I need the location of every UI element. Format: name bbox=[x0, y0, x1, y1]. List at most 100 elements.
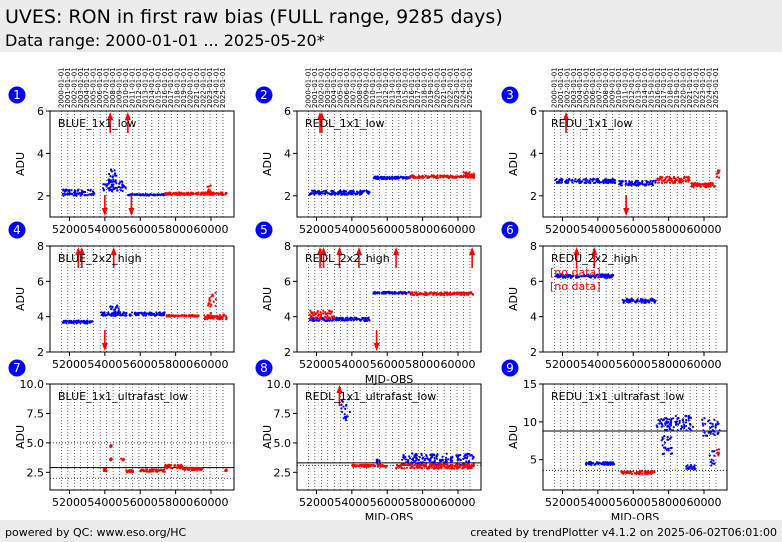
red-data-point bbox=[189, 315, 192, 318]
red-data-point bbox=[635, 471, 639, 474]
red-data-point bbox=[668, 177, 671, 180]
blue-data-point bbox=[598, 181, 601, 184]
x-tick-label: 58000 bbox=[405, 496, 440, 509]
blue-data-point bbox=[118, 182, 121, 185]
blue-data-point bbox=[334, 319, 337, 322]
blue-data-point bbox=[709, 422, 712, 425]
blue-data-point bbox=[365, 319, 369, 322]
y-tick-label: 4 bbox=[284, 147, 291, 160]
red-data-point bbox=[448, 292, 451, 295]
red-data-point bbox=[449, 464, 452, 467]
red-data-point bbox=[453, 465, 456, 468]
red-data-point bbox=[206, 314, 210, 317]
red-data-point bbox=[630, 472, 634, 476]
y-tick-label: 7.5 bbox=[274, 407, 292, 420]
blue-data-point bbox=[113, 169, 116, 172]
red-data-point bbox=[122, 458, 125, 461]
year-tick-label: 2000-01-01 bbox=[57, 67, 65, 108]
blue-data-point bbox=[635, 184, 638, 187]
blue-data-point bbox=[144, 194, 147, 197]
red-data-point bbox=[410, 463, 413, 466]
x-tick-label: 56000 bbox=[123, 358, 158, 371]
blue-data-point bbox=[670, 429, 674, 432]
outlier-arrowhead bbox=[318, 112, 325, 120]
x-tick-label: 58000 bbox=[651, 358, 686, 371]
red-data-point bbox=[395, 467, 398, 470]
x-tick-label: 56000 bbox=[616, 496, 651, 509]
panel-number: 5 bbox=[260, 223, 268, 237]
red-data-point bbox=[200, 468, 203, 471]
outlier-arrowhead bbox=[124, 112, 131, 120]
year-tick-label: 2008-01-01 bbox=[356, 67, 364, 108]
blue-data-point bbox=[62, 321, 65, 324]
blue-data-point bbox=[701, 422, 704, 425]
blue-data-point bbox=[672, 426, 675, 429]
red-data-point bbox=[214, 304, 217, 307]
red-data-point bbox=[413, 464, 416, 467]
blue-data-point bbox=[83, 322, 86, 325]
red-data-point bbox=[671, 180, 674, 183]
no-data-note: [no data] bbox=[550, 266, 601, 279]
red-data-point bbox=[630, 470, 633, 473]
blue-data-point bbox=[324, 191, 327, 194]
blue-data-point bbox=[609, 178, 612, 181]
blue-data-point bbox=[594, 462, 597, 465]
y-tick-label: 10.0 bbox=[267, 378, 292, 391]
blue-data-point bbox=[376, 458, 379, 461]
red-data-point bbox=[472, 463, 475, 466]
blue-data-point bbox=[558, 178, 561, 181]
red-data-point bbox=[174, 464, 177, 467]
x-tick-label: 60000 bbox=[687, 496, 722, 509]
blue-data-point bbox=[710, 464, 713, 467]
blue-data-point bbox=[340, 410, 344, 413]
blue-data-point bbox=[713, 454, 716, 457]
year-tick-label: 2019-01-01 bbox=[180, 67, 188, 108]
year-tick-label: 2003-01-01 bbox=[77, 67, 85, 108]
blue-data-point bbox=[111, 190, 114, 193]
blue-data-point bbox=[666, 418, 669, 421]
blue-data-point bbox=[446, 458, 450, 461]
blue-data-point bbox=[604, 275, 607, 278]
blue-data-point bbox=[349, 318, 352, 321]
blue-data-point bbox=[666, 436, 669, 439]
blue-data-point bbox=[658, 422, 661, 425]
red-data-point bbox=[212, 314, 215, 318]
y-tick-label: 6 bbox=[530, 105, 537, 118]
footer-credit-link[interactable]: powered by QC: www.eso.org/HC bbox=[5, 526, 187, 539]
panel-number: 7 bbox=[13, 361, 21, 375]
blue-data-point bbox=[68, 319, 71, 322]
year-tick-label: 2001-01-01 bbox=[64, 67, 72, 108]
blue-data-point bbox=[378, 460, 381, 463]
blue-data-point bbox=[107, 312, 110, 315]
blue-data-point bbox=[669, 446, 672, 449]
blue-data-point bbox=[457, 454, 460, 458]
red-data-point bbox=[464, 463, 467, 466]
outlier-arrowhead bbox=[101, 208, 108, 216]
red-data-point bbox=[411, 176, 414, 179]
blue-data-point bbox=[637, 182, 640, 185]
blue-data-point bbox=[567, 179, 570, 182]
blue-data-point bbox=[152, 193, 155, 196]
blue-data-point bbox=[100, 311, 103, 314]
blue-data-point bbox=[462, 457, 465, 460]
blue-data-point bbox=[674, 414, 677, 418]
red-data-point bbox=[703, 185, 707, 188]
blue-data-point bbox=[579, 181, 582, 184]
blue-data-point bbox=[636, 298, 639, 301]
blue-data-point bbox=[374, 177, 377, 180]
blue-data-point bbox=[430, 454, 433, 457]
blue-data-point bbox=[399, 175, 402, 178]
red-data-point bbox=[715, 172, 718, 175]
blue-data-point bbox=[139, 194, 142, 197]
y-tick-label: 7.5 bbox=[27, 407, 45, 420]
y-tick-label: 2 bbox=[284, 346, 291, 359]
blue-data-point bbox=[441, 455, 444, 458]
blue-data-point bbox=[640, 301, 643, 304]
red-data-point bbox=[718, 176, 721, 179]
red-data-point bbox=[446, 291, 449, 294]
year-tick-label: 2017-01-01 bbox=[660, 67, 668, 108]
blue-data-point bbox=[322, 190, 325, 193]
red-data-point bbox=[406, 463, 410, 466]
blue-data-point bbox=[654, 179, 657, 182]
red-data-point bbox=[176, 314, 179, 317]
